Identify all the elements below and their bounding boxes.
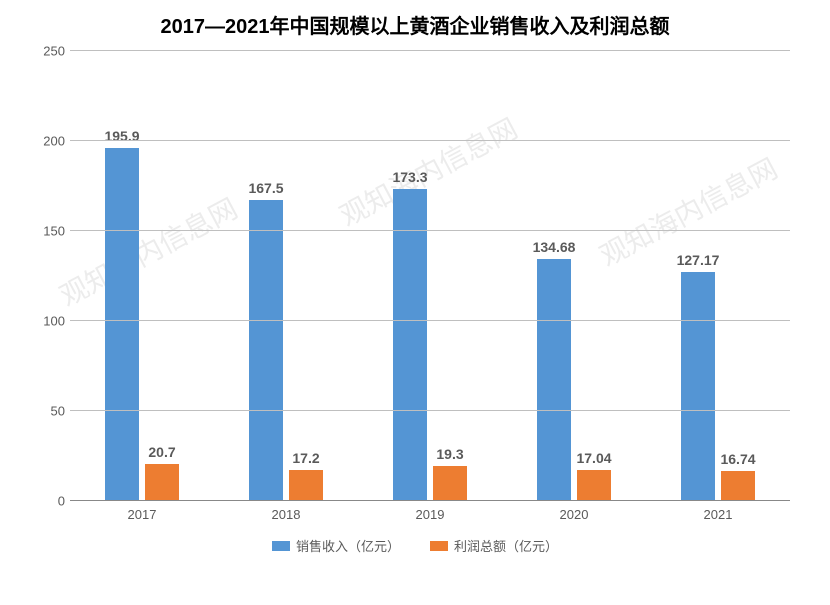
y-tick-label: 250 [30,44,65,59]
gridline [70,50,790,51]
bar: 16.74 [721,471,755,501]
category-group: 173.319.3 [358,51,502,501]
y-axis: 050100150200250 [30,51,65,501]
legend-swatch [430,541,448,551]
bar-value-label: 127.17 [677,252,720,268]
x-tick-label: 2021 [646,507,790,522]
x-axis: 20172018201920202021 [70,507,790,522]
bar: 195.9 [105,148,139,501]
gridline [70,320,790,321]
bar-value-label: 17.04 [576,450,611,466]
x-tick-label: 2017 [70,507,214,522]
bar: 17.2 [289,470,323,501]
y-tick-label: 100 [30,314,65,329]
bar-value-label: 17.2 [292,450,319,466]
bar-value-label: 19.3 [436,446,463,462]
bar-value-label: 20.7 [148,444,175,460]
category-group: 134.6817.04 [502,51,646,501]
bar-value-label: 16.74 [720,451,755,467]
legend-label: 销售收入（亿元） [296,536,400,555]
bar: 127.17 [681,272,715,501]
chart-title: 2017—2021年中国规模以上黄酒企业销售收入及利润总额 [30,14,800,41]
gridline [70,410,790,411]
bar: 134.68 [537,259,571,501]
bar-value-label: 173.3 [392,169,427,185]
category-group: 195.920.7 [70,51,214,501]
category-group: 167.517.2 [214,51,358,501]
bar-value-label: 134.68 [533,239,576,255]
y-tick-label: 50 [30,404,65,419]
bar-value-label: 167.5 [248,180,283,196]
x-tick-label: 2018 [214,507,358,522]
y-tick-label: 200 [30,134,65,149]
bar: 173.3 [393,189,427,501]
y-tick-label: 0 [30,494,65,509]
y-tick-label: 150 [30,224,65,239]
legend-item: 销售收入（亿元） [272,536,400,555]
legend-item: 利润总额（亿元） [430,536,558,555]
bars-region: 195.920.7167.517.2173.319.3134.6817.0412… [70,51,790,501]
gridline [70,500,790,501]
x-tick-label: 2020 [502,507,646,522]
legend-label: 利润总额（亿元） [454,536,558,555]
chart-container: 2017—2021年中国规模以上黄酒企业销售收入及利润总额 观知海内信息网 观知… [0,0,830,605]
bar: 17.04 [577,470,611,501]
legend-swatch [272,541,290,551]
bar: 20.7 [145,464,179,501]
gridline [70,140,790,141]
category-group: 127.1716.74 [646,51,790,501]
legend: 销售收入（亿元） 利润总额（亿元） [30,536,800,555]
x-tick-label: 2019 [358,507,502,522]
bar: 167.5 [249,200,283,502]
bar: 19.3 [433,466,467,501]
plot-area: 观知海内信息网 观知海内信息网 观知海内信息网 050100150200250 … [70,51,790,501]
gridline [70,230,790,231]
bar-value-label: 195.9 [104,128,139,144]
